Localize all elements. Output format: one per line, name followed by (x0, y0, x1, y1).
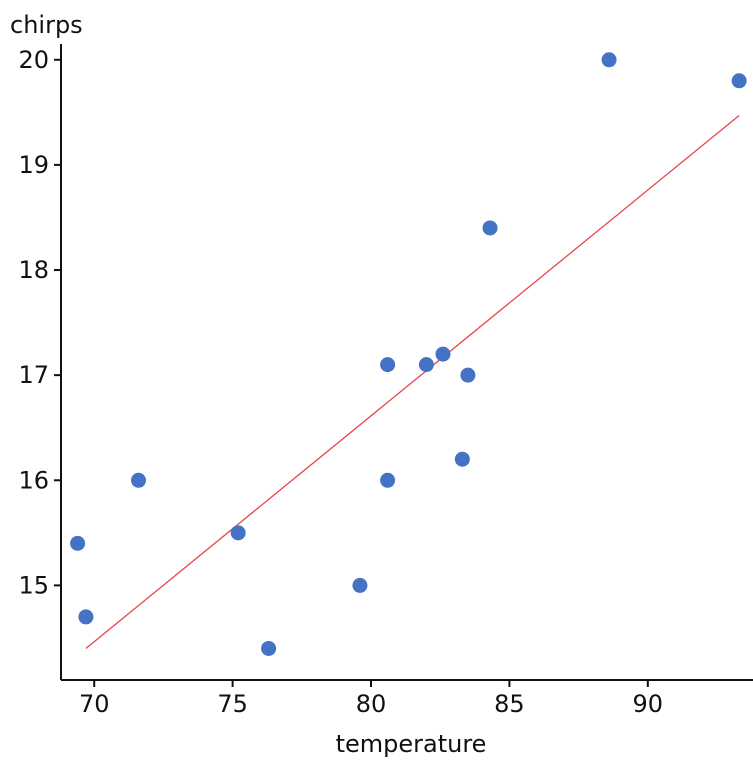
y-tick-label: 18 (18, 256, 49, 284)
x-tick-label: 80 (356, 690, 387, 718)
y-tick-label: 15 (18, 571, 49, 599)
data-point (454, 451, 470, 467)
data-point (352, 577, 368, 593)
data-point (261, 640, 277, 656)
plot-area (70, 52, 747, 656)
x-axis-ticks: 70 75 80 85 90 (79, 680, 663, 718)
data-point (601, 52, 617, 68)
data-point (380, 357, 396, 373)
data-point (435, 346, 451, 362)
data-point (482, 220, 498, 236)
y-tick-label: 19 (18, 151, 49, 179)
x-tick-label: 85 (494, 690, 525, 718)
data-point (230, 525, 246, 541)
x-axis-title: temperature (336, 730, 487, 758)
x-tick-label: 90 (633, 690, 664, 718)
data-point (380, 472, 396, 488)
data-point (460, 367, 476, 383)
data-point (78, 609, 94, 625)
data-point (418, 357, 434, 373)
y-tick-label: 16 (18, 466, 49, 494)
data-point (731, 73, 747, 89)
y-axis-ticks: 15 16 17 18 19 20 (18, 46, 61, 599)
x-tick-label: 70 (79, 690, 110, 718)
data-point (70, 535, 86, 551)
y-tick-label: 20 (18, 46, 49, 74)
x-tick-label: 75 (217, 690, 248, 718)
y-tick-label: 17 (18, 361, 49, 389)
y-axis-title: chirps (10, 11, 83, 39)
data-point (131, 472, 147, 488)
trend-line (85, 114, 740, 649)
